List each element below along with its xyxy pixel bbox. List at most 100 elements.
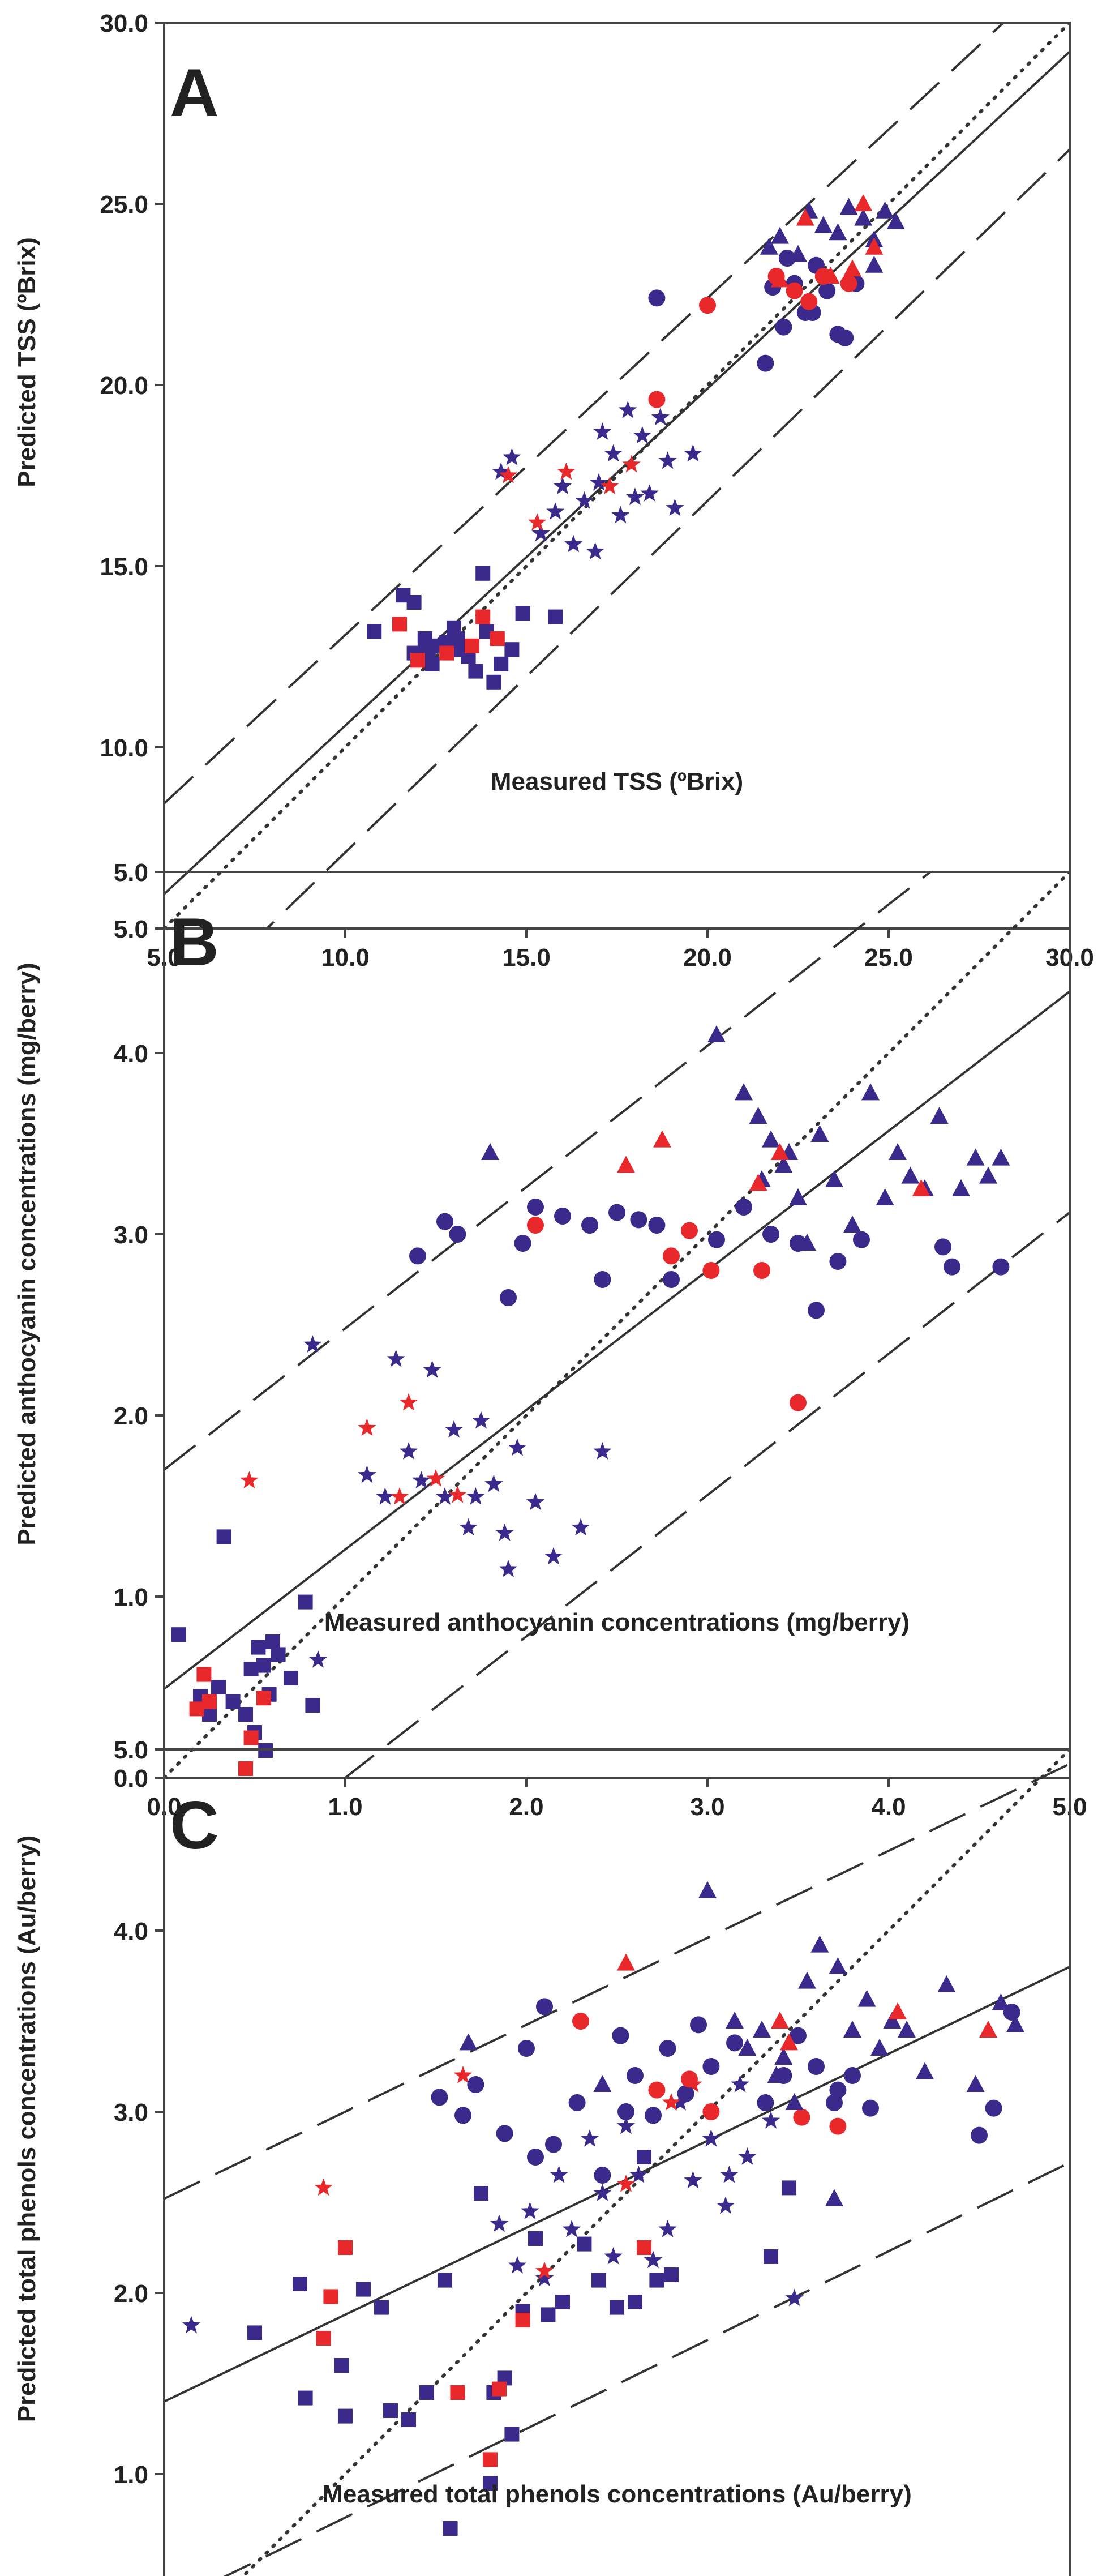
blue-circle-point — [944, 1258, 960, 1276]
blue-star-point — [593, 422, 612, 440]
red-triangle-point — [617, 1156, 635, 1173]
red-triangle-point — [854, 194, 873, 211]
x-tick-label: 2.0 — [509, 1793, 543, 1821]
blue-square-point — [211, 1680, 226, 1694]
blue-star-point — [531, 524, 550, 542]
blue-star-point — [658, 2220, 677, 2237]
blue-triangle-point — [829, 1957, 847, 1974]
x-tick-label: 4.0 — [871, 1793, 906, 1821]
blue-circle-point — [726, 2034, 743, 2052]
red-square-point — [483, 2452, 498, 2467]
red-circle-point — [527, 1217, 544, 1234]
blue-square-point — [515, 606, 530, 621]
blue-star-point — [720, 2166, 739, 2183]
red-triangle-point — [865, 237, 884, 255]
blue-square-point — [334, 2358, 349, 2373]
blue-triangle-point — [966, 2075, 985, 2092]
blue-square-point — [450, 631, 465, 646]
blue-triangle-point — [865, 255, 884, 273]
blue-triangle-point — [771, 226, 789, 244]
blue-star-point — [564, 534, 583, 553]
blue-star-point — [444, 1420, 464, 1438]
regression-line — [164, 1966, 1070, 2403]
blue-triangle-point — [753, 2021, 771, 2038]
blue-square-point — [528, 2231, 543, 2246]
blue-star-point — [633, 426, 651, 444]
blue-star-point — [423, 1360, 441, 1378]
red-triangle-point — [780, 2033, 798, 2051]
blue-triangle-point — [735, 1083, 753, 1101]
blue-star-point — [731, 2075, 749, 2093]
blue-star-point — [546, 502, 565, 520]
blue-star-point — [716, 2196, 735, 2214]
y-tick-label: 4.0 — [114, 1918, 148, 1945]
red-triangle-point — [749, 1174, 767, 1191]
blue-circle-point — [853, 1231, 870, 1248]
blue-circle-point — [663, 1271, 680, 1288]
blue-triangle-point — [767, 2066, 786, 2083]
blue-star-point — [604, 444, 623, 462]
blue-square-point — [293, 2277, 307, 2291]
red-circle-point — [681, 2070, 698, 2088]
x-tick-label: 15.0 — [502, 944, 551, 972]
red-circle-point — [829, 2117, 847, 2135]
blue-star-point — [604, 2247, 623, 2265]
data-points — [171, 1025, 1010, 1776]
blue-square-point — [256, 1658, 271, 1673]
blue-square-point — [548, 609, 563, 624]
fit-lines — [164, 23, 1070, 928]
red-square-point — [392, 617, 407, 632]
blue-circle-point — [431, 2089, 448, 2106]
red-square-point — [202, 1694, 217, 1709]
blue-circle-point — [500, 1289, 517, 1306]
y-tick-label: 1.0 — [114, 2461, 148, 2489]
y-tick-label: 10.0 — [100, 734, 148, 762]
blue-star-point — [738, 2147, 757, 2165]
blue-triangle-point — [992, 1148, 1010, 1166]
blue-square-point — [782, 2180, 796, 2196]
blue-circle-point — [775, 318, 792, 336]
blue-star-point — [593, 2184, 612, 2201]
red-circle-point — [648, 2081, 666, 2099]
blue-square-point — [243, 1662, 259, 1676]
red-square-point — [439, 645, 454, 661]
data-points — [367, 194, 905, 690]
red-triangle-point — [771, 270, 789, 288]
y-tick-label: 20.0 — [100, 372, 148, 400]
panel-letter: C — [170, 1787, 219, 1863]
red-circle-point — [790, 1394, 807, 1411]
blue-star-point — [550, 2166, 568, 2183]
blue-circle-point — [818, 282, 836, 299]
blue-star-point — [785, 2288, 804, 2307]
red-square-point — [465, 638, 479, 653]
blue-star-point — [508, 1438, 527, 1456]
blue-circle-point — [449, 1226, 466, 1243]
blue-triangle-point — [762, 1130, 780, 1148]
blue-triangle-point — [937, 1975, 956, 1992]
y-axis-label: Predicted TSS (ºBrix) — [13, 237, 41, 487]
blue-square-point — [247, 2325, 262, 2340]
blue-square-point — [664, 2267, 679, 2282]
red-square-point — [196, 1667, 212, 1682]
blue-triangle-point — [481, 1143, 499, 1160]
blue-circle-point — [527, 2149, 544, 2166]
blue-star-point — [459, 1518, 478, 1536]
red-square-point — [316, 2331, 331, 2346]
red-triangle-point — [889, 2002, 907, 2019]
red-star-point — [622, 455, 641, 473]
blue-circle-point — [862, 2099, 879, 2117]
blue-star-point — [535, 2269, 554, 2287]
blue-star-point — [580, 2129, 599, 2147]
blue-square-point — [577, 2236, 592, 2252]
plot-frame — [163, 871, 1071, 1779]
blue-triangle-point — [810, 1935, 829, 1953]
red-square-point — [450, 2385, 465, 2400]
blue-star-point — [666, 498, 684, 516]
blue-circle-point — [971, 2126, 988, 2144]
blue-star-point — [466, 1487, 485, 1505]
red-circle-point — [753, 1262, 770, 1279]
blue-square-point — [468, 664, 483, 679]
blue-triangle-point — [825, 1170, 843, 1187]
blue-circle-point — [829, 2081, 847, 2099]
red-triangle-point — [796, 208, 814, 226]
